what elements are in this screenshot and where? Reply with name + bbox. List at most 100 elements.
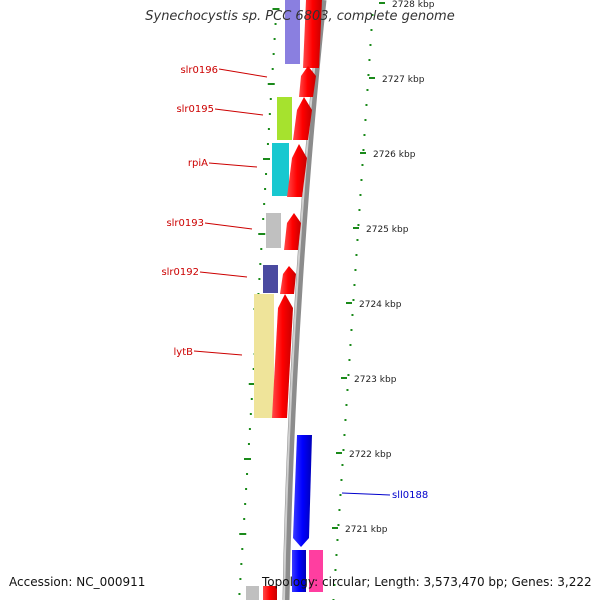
gene-label-lytB[interactable]: lytB xyxy=(174,347,194,358)
gene-label-slr0196[interactable]: slr0196 xyxy=(180,65,218,76)
cds-arrow-forward[interactable] xyxy=(280,266,296,294)
feature-khaki[interactable] xyxy=(254,294,274,418)
feature-pink[interactable] xyxy=(309,550,323,592)
gene-label-slr0192[interactable]: slr0192 xyxy=(161,267,199,278)
tick-mark xyxy=(263,203,266,205)
features-left xyxy=(246,0,300,600)
tick-mark xyxy=(239,578,242,580)
tick-mark xyxy=(246,473,249,475)
tick-mark xyxy=(269,98,272,100)
gene-label-rpiA[interactable]: rpiA xyxy=(188,158,208,169)
scale-tick xyxy=(346,302,352,304)
tick-mark xyxy=(258,278,261,280)
cds-arrow-reverse[interactable] xyxy=(293,435,312,547)
tick-mark xyxy=(267,83,275,85)
tick-mark xyxy=(350,329,353,331)
scale-tick xyxy=(353,227,359,229)
scale-label: 2725 kbp xyxy=(366,225,409,235)
tick-mark xyxy=(268,113,271,115)
tick-mark xyxy=(239,533,247,535)
gene-labels: slr0196 slr0195 rpiA slr0193 slr0192 lytB sll0… xyxy=(161,65,428,501)
tick-mark xyxy=(353,284,356,286)
cds-arrow-forward[interactable] xyxy=(293,97,312,140)
cds-arrow-forward[interactable] xyxy=(287,144,307,197)
feature-cyan[interactable] xyxy=(272,143,289,196)
gene-label-leaders xyxy=(193,68,391,496)
tick-mark xyxy=(361,164,364,166)
tick-mark xyxy=(362,149,365,151)
cds-arrow-forward[interactable] xyxy=(263,586,277,600)
tick-mark xyxy=(360,179,363,181)
tick-mark xyxy=(335,554,338,556)
genome-title: Synechocystis sp. PCC 6803, complete gen… xyxy=(145,9,455,24)
tick-mark xyxy=(363,134,366,136)
tick-mark xyxy=(344,419,347,421)
gene-leader-line xyxy=(193,350,243,356)
reverse-cds xyxy=(292,435,323,592)
tick-mark xyxy=(341,464,344,466)
tick-mark xyxy=(365,104,368,106)
accession-text: Accession: NC_000911 xyxy=(9,575,146,589)
tick-mark xyxy=(241,548,244,550)
gene-leader-line xyxy=(208,162,258,168)
tick-mark xyxy=(248,428,251,430)
tick-mark xyxy=(238,593,241,595)
tick-mark xyxy=(267,128,270,130)
gene-label-slr0195[interactable]: slr0195 xyxy=(176,104,214,115)
tick-mark xyxy=(252,368,255,370)
gene-label-sll0188[interactable]: sll0188 xyxy=(392,490,428,501)
scale-label: 2726 kbp xyxy=(373,150,416,160)
tick-mark xyxy=(265,173,268,175)
tick-mark xyxy=(272,8,280,10)
feature-violet[interactable] xyxy=(285,0,300,64)
tick-mark xyxy=(342,449,345,451)
tick-mark xyxy=(243,518,246,520)
feature-grey-bottom[interactable] xyxy=(246,586,259,600)
tick-mark xyxy=(250,398,253,400)
tick-mark xyxy=(259,263,262,265)
tick-mark xyxy=(356,239,359,241)
tick-mark xyxy=(249,413,252,415)
tick-mark xyxy=(244,503,247,505)
scale-label: 2727 kbp xyxy=(382,75,425,85)
tick-mark xyxy=(369,44,372,46)
tick-mark xyxy=(274,23,277,25)
topology-summary: Topology: circular; Length: 3,573,470 bp… xyxy=(262,575,592,589)
cds-arrow-forward[interactable] xyxy=(272,294,293,418)
gene-leader-line xyxy=(341,492,391,496)
cds-arrow-forward[interactable] xyxy=(299,66,316,97)
tick-mark xyxy=(258,233,266,235)
tick-mark xyxy=(271,68,274,70)
tick-mark xyxy=(245,488,248,490)
forward-cds xyxy=(263,0,322,600)
cds-arrow-reverse[interactable] xyxy=(292,550,306,592)
gene-leader-line xyxy=(199,271,248,278)
scale-tick xyxy=(369,77,375,79)
scale-tick xyxy=(341,377,347,379)
tick-mark xyxy=(260,248,263,250)
cds-arrow-forward[interactable] xyxy=(284,213,301,250)
feature-lime[interactable] xyxy=(277,97,292,140)
tick-mark xyxy=(272,53,275,55)
feature-grey[interactable] xyxy=(266,213,281,248)
gene-label-slr0193[interactable]: slr0193 xyxy=(166,218,204,229)
ticks-left xyxy=(238,8,280,595)
scale-label: 2728 kbp xyxy=(392,0,435,10)
tick-mark xyxy=(366,89,369,91)
tick-mark xyxy=(340,479,343,481)
scale-label: 2722 kbp xyxy=(349,450,392,460)
scale-tick xyxy=(332,527,338,529)
tick-mark xyxy=(240,563,243,565)
tick-mark xyxy=(355,254,358,256)
feature-navy[interactable] xyxy=(263,265,278,293)
tick-mark xyxy=(339,494,342,496)
cds-arrow-forward[interactable] xyxy=(303,0,322,68)
tick-mark xyxy=(247,443,250,445)
tick-mark xyxy=(354,269,357,271)
tick-mark xyxy=(262,158,270,160)
scale-label: 2724 kbp xyxy=(359,300,402,310)
tick-mark xyxy=(364,119,367,121)
tick-mark xyxy=(358,209,361,211)
tick-mark xyxy=(338,509,341,511)
